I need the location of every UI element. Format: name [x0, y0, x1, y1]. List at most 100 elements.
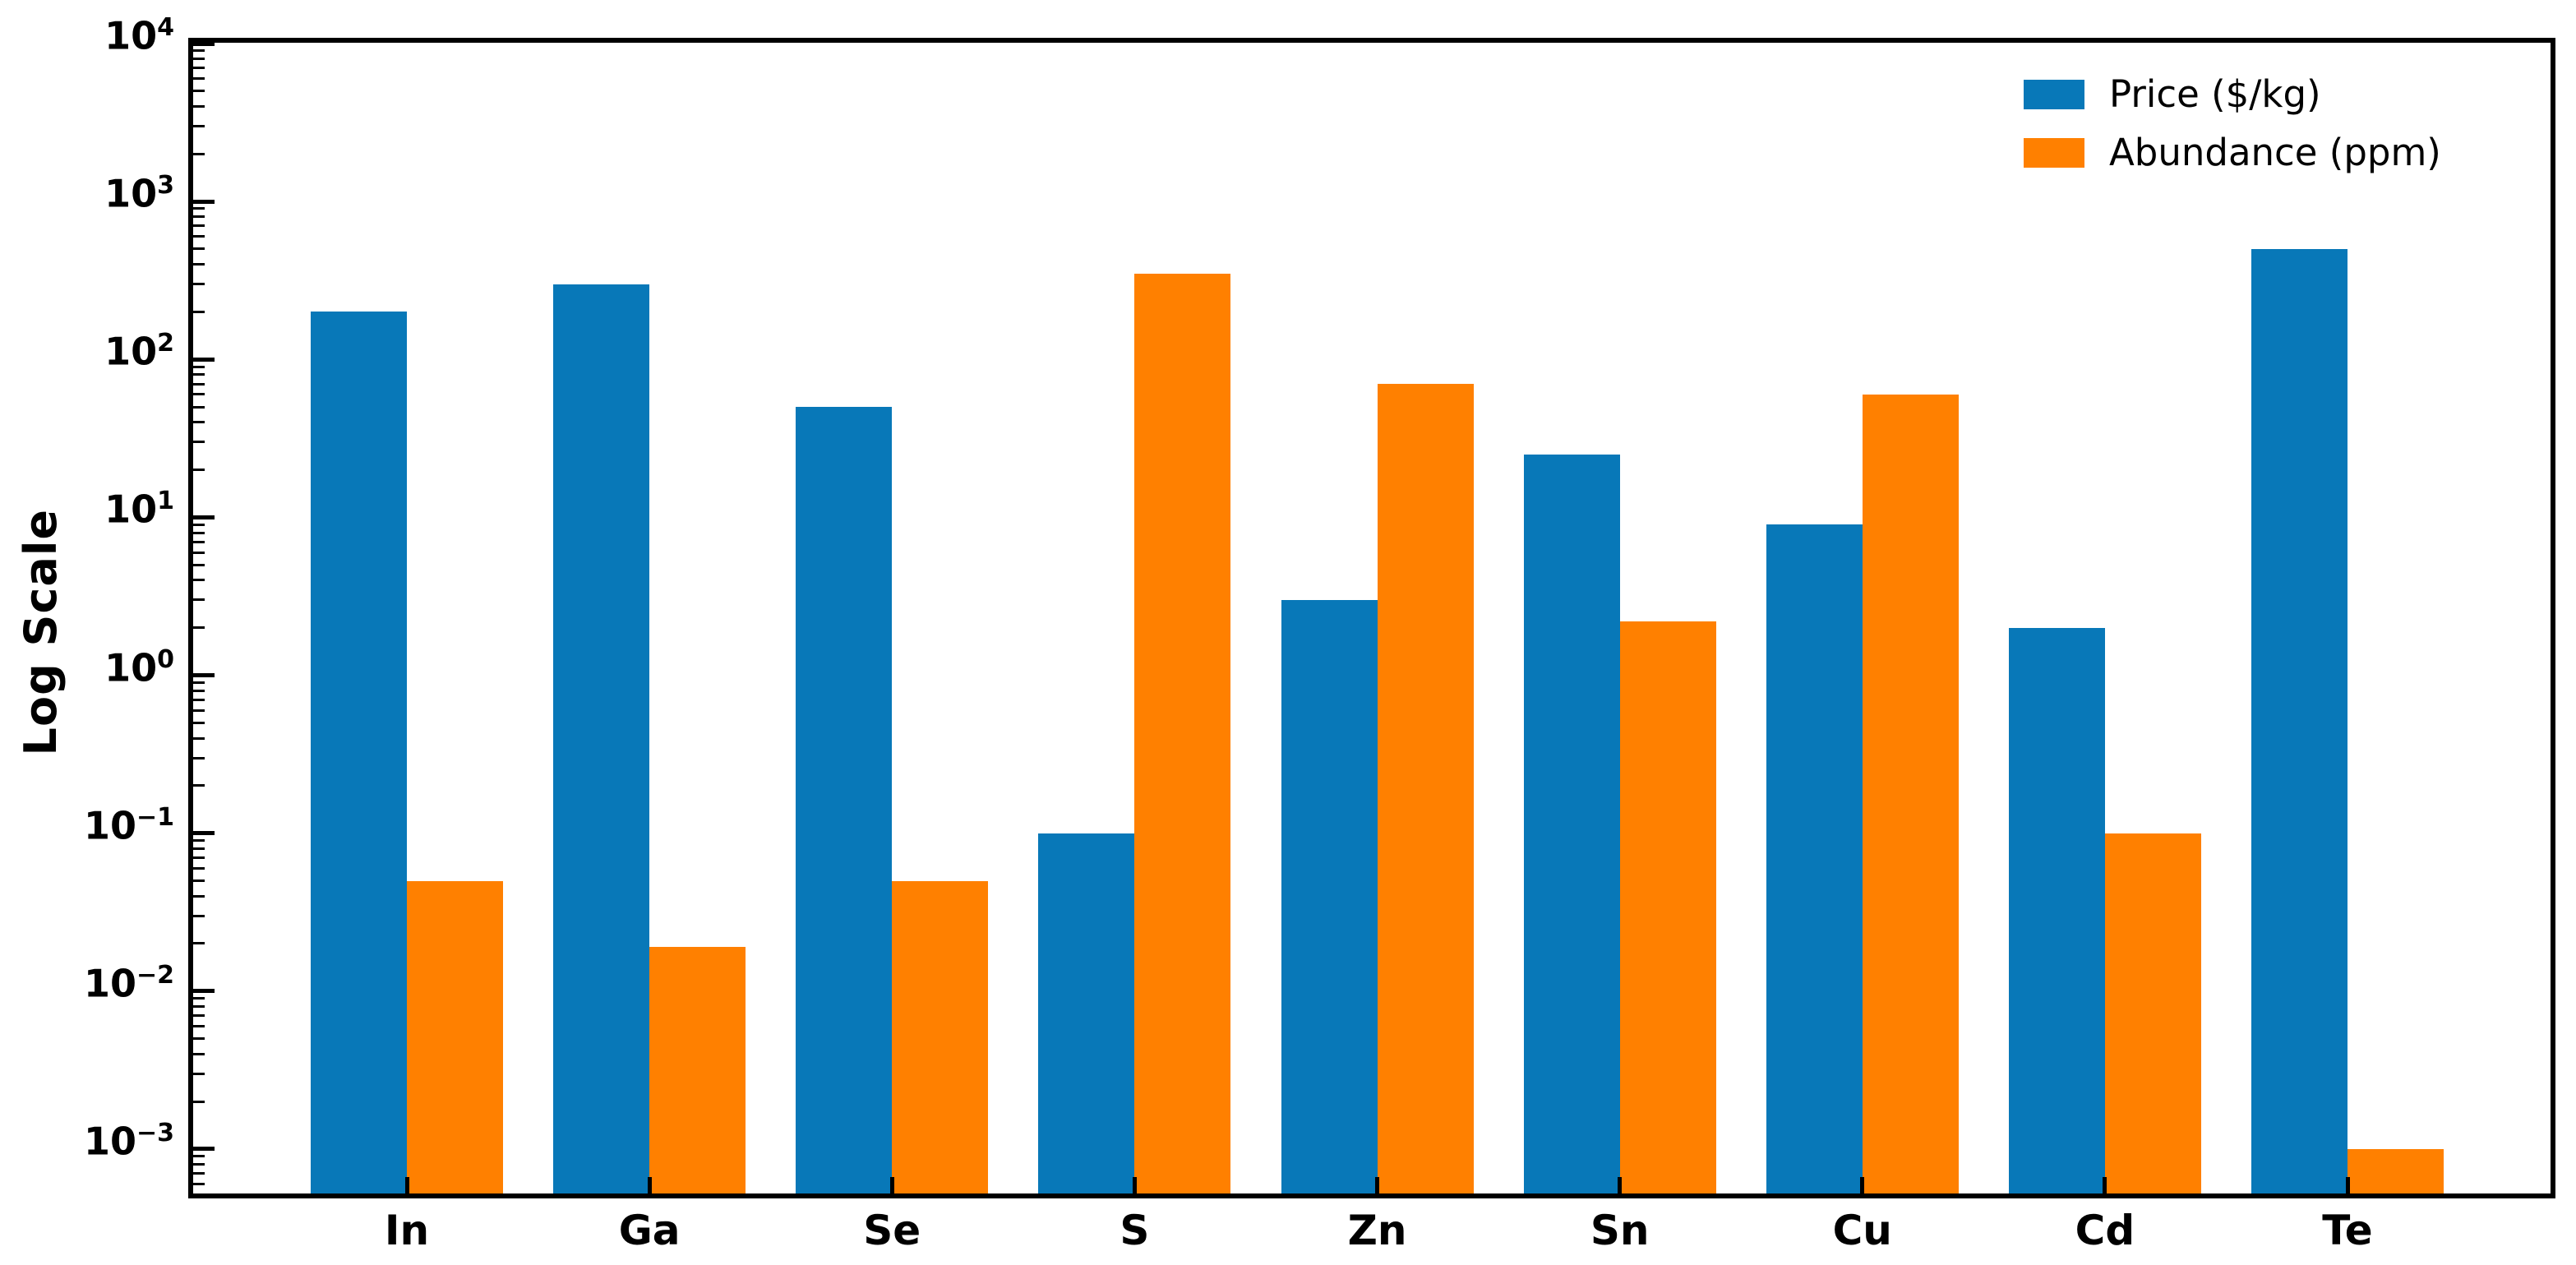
y-minor-tick	[193, 373, 205, 376]
y-major-tick	[193, 515, 215, 519]
x-tick-label: Ga	[618, 1207, 681, 1254]
x-tick-label: S	[1119, 1207, 1150, 1254]
y-tick-exponent: 2	[157, 329, 174, 358]
y-axis-title: Log Scale	[14, 509, 67, 756]
y-minor-tick	[193, 997, 205, 1000]
y-minor-tick	[193, 1163, 205, 1166]
y-tick-exponent: 3	[157, 171, 174, 201]
y-minor-tick	[193, 310, 205, 313]
y-minor-tick	[193, 365, 205, 368]
y-tick-base: 10	[104, 13, 158, 58]
y-minor-tick	[193, 235, 205, 238]
y-tick-label: 102	[10, 329, 174, 371]
y-tick-base: 10	[83, 803, 136, 848]
y-major-tick	[193, 41, 215, 46]
x-major-tick	[1132, 1177, 1137, 1193]
y-tick-exponent: 0	[157, 644, 174, 674]
bar	[1281, 599, 1378, 1193]
bar	[1038, 833, 1135, 1193]
y-minor-tick	[193, 598, 205, 602]
y-tick-base: 10	[104, 171, 158, 216]
y-minor-tick	[193, 551, 205, 554]
plot-area	[188, 38, 2555, 1198]
y-minor-tick	[193, 382, 205, 386]
y-tick-label: 101	[10, 489, 174, 529]
bar	[892, 880, 989, 1193]
y-major-tick	[193, 989, 215, 994]
y-minor-tick	[193, 879, 205, 883]
legend-item: Price ($/kg)	[2024, 76, 2441, 113]
y-minor-tick	[193, 689, 205, 692]
y-minor-tick	[193, 469, 205, 472]
y-minor-tick	[193, 1004, 205, 1008]
y-minor-tick	[193, 263, 205, 266]
x-tick-label: Cd	[2075, 1207, 2135, 1254]
legend-swatch	[2024, 137, 2084, 168]
y-minor-tick	[193, 215, 205, 219]
x-major-tick	[1860, 1177, 1865, 1193]
y-tick-base: 10	[104, 487, 158, 532]
legend-label: Abundance (ppm)	[2109, 131, 2441, 174]
x-tick-label: In	[384, 1207, 430, 1254]
y-minor-tick	[193, 393, 205, 396]
y-minor-tick	[193, 698, 205, 701]
x-major-tick	[1618, 1177, 1623, 1193]
y-minor-tick	[193, 1072, 205, 1075]
y-tick-base: 10	[104, 329, 158, 374]
y-tick-label: 10−1	[10, 802, 174, 848]
y-minor-tick	[193, 58, 205, 61]
y-tick-exponent: −3	[136, 1118, 174, 1147]
y-tick-exponent: −2	[136, 960, 174, 990]
y-minor-tick	[193, 152, 205, 155]
bar	[2104, 833, 2201, 1193]
y-minor-tick	[193, 77, 205, 81]
bar	[553, 284, 650, 1193]
x-major-tick	[1375, 1177, 1379, 1193]
bar	[1862, 394, 1959, 1193]
bar	[1377, 384, 1474, 1193]
y-major-tick	[193, 199, 215, 204]
legend: Price ($/kg) Abundance (ppm)	[2024, 76, 2441, 171]
y-minor-tick	[193, 531, 205, 534]
y-minor-tick	[193, 405, 205, 409]
y-minor-tick	[193, 942, 205, 945]
x-major-tick	[647, 1177, 652, 1193]
y-minor-tick	[193, 856, 205, 859]
y-minor-tick	[193, 681, 205, 684]
y-tick-exponent: 4	[157, 12, 174, 42]
y-minor-tick	[193, 1024, 205, 1027]
y-minor-tick	[193, 124, 205, 127]
y-minor-tick	[193, 1014, 205, 1018]
x-tick-label: Se	[863, 1207, 921, 1254]
y-major-tick	[193, 831, 215, 836]
bar	[407, 880, 503, 1193]
bar	[1523, 454, 1620, 1193]
y-tick-label: 103	[10, 171, 174, 216]
y-minor-tick	[193, 67, 205, 70]
y-tick-label: 10−3	[10, 1118, 174, 1160]
y-minor-tick	[193, 1183, 205, 1186]
x-major-tick	[2103, 1177, 2107, 1193]
y-minor-tick	[193, 49, 205, 53]
y-tick-base: 10	[104, 644, 158, 690]
bar	[1134, 273, 1231, 1193]
bar	[311, 312, 407, 1193]
y-minor-tick	[193, 1052, 205, 1055]
y-minor-tick	[193, 721, 205, 724]
y-minor-tick	[193, 626, 205, 630]
x-major-tick	[2345, 1177, 2350, 1193]
y-minor-tick	[193, 224, 205, 228]
y-minor-tick	[193, 756, 205, 759]
y-minor-tick	[193, 1100, 205, 1103]
y-minor-tick	[193, 579, 205, 582]
y-minor-tick	[193, 847, 205, 850]
y-minor-tick	[193, 866, 205, 870]
y-minor-tick	[193, 914, 205, 917]
y-major-tick	[193, 673, 215, 678]
x-tick-label: Zn	[1347, 1207, 1407, 1254]
y-minor-tick	[193, 563, 205, 566]
y-tick-exponent: −1	[136, 802, 174, 832]
bar	[2008, 627, 2105, 1193]
y-minor-tick	[193, 838, 205, 842]
